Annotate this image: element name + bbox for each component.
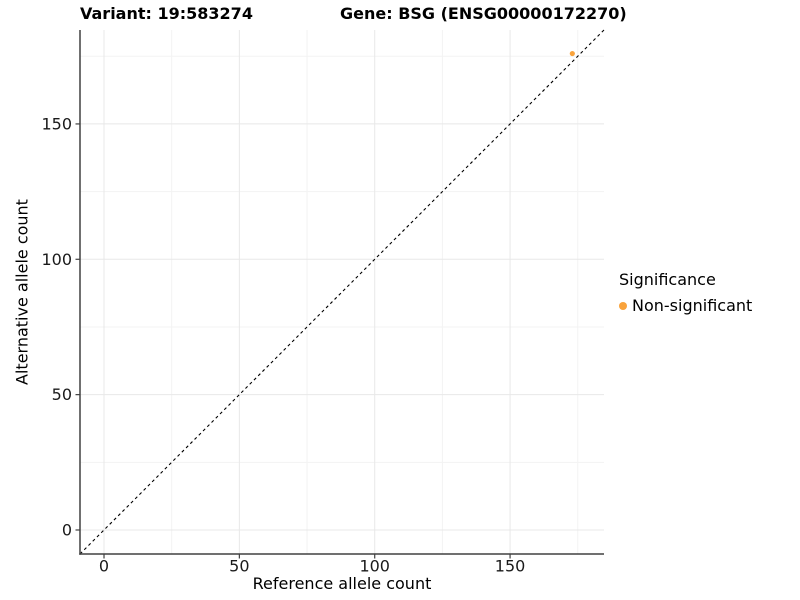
legend-item: Non-significant xyxy=(619,296,797,315)
y-axis-title: Alternative allele count xyxy=(12,199,32,385)
plot-title-variant: Variant: 19:583274 xyxy=(80,4,253,23)
x-axis-title: Reference allele count xyxy=(252,574,432,593)
x-tick-label: 0 xyxy=(99,557,109,576)
y-tick-label: 50 xyxy=(52,385,72,404)
legend-point-icon xyxy=(619,301,627,310)
y-tick-label: 0 xyxy=(62,520,72,539)
plot-title-gene: Gene: BSG (ENSG00000172270) xyxy=(340,4,627,23)
identity-dashed-line xyxy=(79,29,605,555)
x-tick-label: 50 xyxy=(229,557,249,576)
data-point xyxy=(569,50,575,57)
legend: Significance Non-significant xyxy=(619,270,797,315)
x-tick-label: 100 xyxy=(359,557,390,576)
legend-item-label: Non-significant xyxy=(632,296,753,315)
legend-title: Significance xyxy=(619,270,716,289)
x-tick-label: 150 xyxy=(495,557,526,576)
y-tick-label: 100 xyxy=(41,250,72,269)
y-tick-label: 150 xyxy=(41,114,72,133)
